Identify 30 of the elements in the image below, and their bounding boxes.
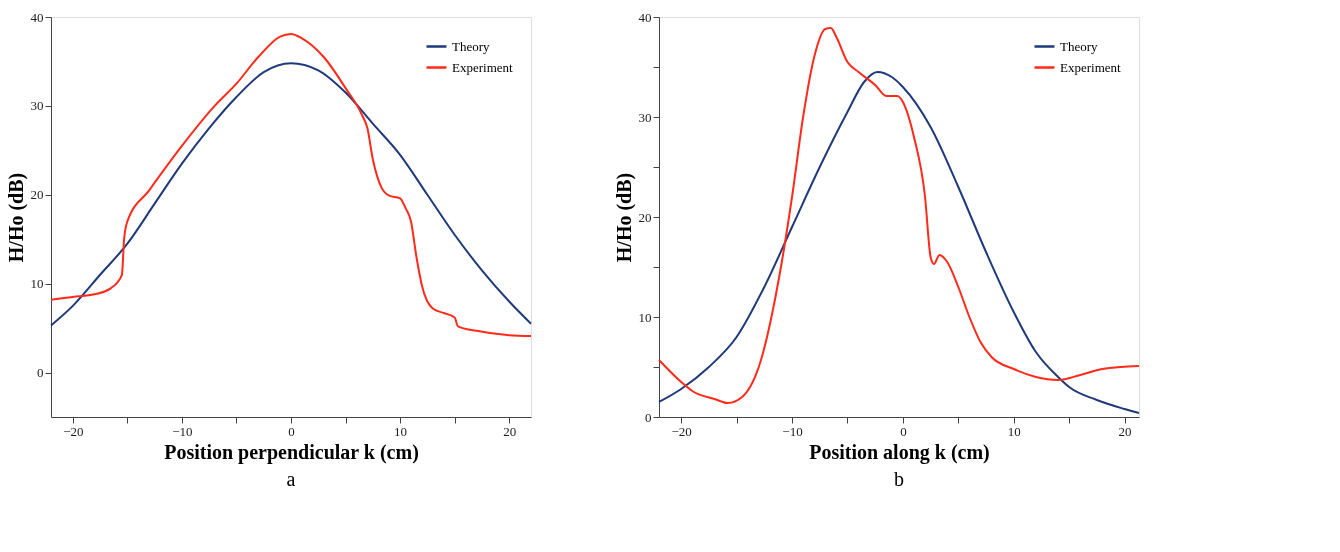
legend-label: Theory bbox=[1060, 38, 1099, 54]
x-tick-label: 0 bbox=[900, 423, 907, 439]
x-tick-label: −10 bbox=[172, 423, 193, 439]
y-axis-title: H/Ho (dB) bbox=[612, 172, 636, 263]
x-tick-label: 0 bbox=[288, 423, 295, 439]
y-tick-label: 40 bbox=[30, 9, 44, 25]
x-tick-label: −20 bbox=[671, 423, 692, 439]
y-tick-label: 0 bbox=[645, 409, 652, 425]
x-tick-label: 10 bbox=[394, 423, 408, 439]
x-axis-title: Position perpendicular k (cm) bbox=[164, 440, 419, 464]
y-tick-label: 30 bbox=[30, 98, 44, 114]
y-tick-label: 20 bbox=[30, 187, 44, 203]
y-axis-title: H/Ho (dB) bbox=[4, 172, 28, 263]
x-tick-label: 20 bbox=[503, 423, 517, 439]
y-tick-label: 10 bbox=[638, 309, 652, 325]
text: b bbox=[894, 468, 904, 490]
x-tick-label: −20 bbox=[63, 423, 84, 439]
x-tick-label: 10 bbox=[1007, 423, 1021, 439]
legend-label: Theory bbox=[452, 38, 491, 54]
text: a bbox=[286, 468, 296, 490]
y-tick-label: 10 bbox=[30, 276, 44, 292]
x-axis-title: Position along k (cm) bbox=[809, 440, 990, 464]
x-tick-label: −10 bbox=[782, 423, 803, 439]
x-tick-label: 20 bbox=[1118, 423, 1132, 439]
y-tick-label: 40 bbox=[638, 9, 652, 25]
y-tick-label: 20 bbox=[638, 209, 652, 225]
y-tick-label: 30 bbox=[638, 109, 652, 125]
legend-label: Experiment bbox=[452, 59, 514, 75]
legend-label: Experiment bbox=[1060, 59, 1122, 75]
y-tick-label: 0 bbox=[37, 365, 44, 381]
